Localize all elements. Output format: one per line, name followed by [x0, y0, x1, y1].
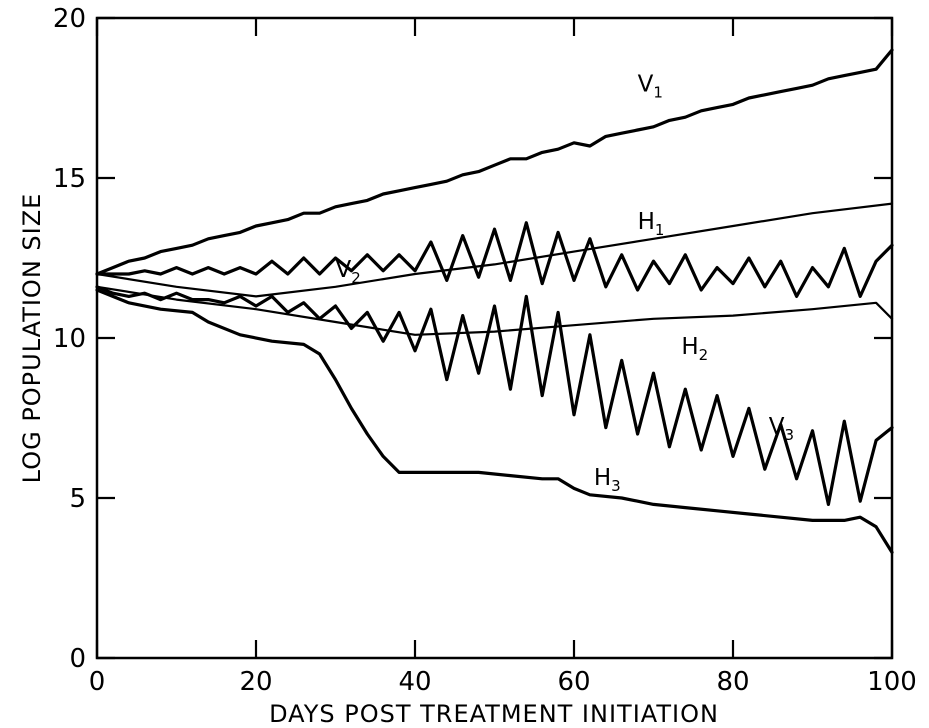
x-axis-title: DAYS POST TREATMENT INITIATION [269, 700, 719, 728]
series-lines [95, 48, 894, 555]
series-label-v3: V3 [769, 414, 794, 444]
x-tick-label: 100 [867, 667, 917, 697]
series-label-v2: V2 [336, 257, 361, 287]
series-label-h1: H1 [638, 209, 665, 239]
y-tick-label: 15 [53, 164, 86, 194]
x-tick-label: 60 [557, 667, 590, 697]
series-line-h1 [95, 202, 894, 298]
x-tick-label: 0 [89, 667, 106, 697]
series-label-h2: H2 [681, 334, 708, 364]
axis-ticks [95, 16, 894, 660]
y-tick-label: 5 [69, 484, 86, 514]
y-axis-title: LOG POPULATION SIZE [18, 193, 46, 484]
series-line-h2 [95, 285, 894, 336]
series-line-v2 [95, 221, 894, 298]
series-line-h3 [95, 288, 894, 555]
tick-labels: 0 20 40 60 80 100 0 5 10 15 20 [53, 4, 917, 697]
x-tick-label: 20 [239, 667, 272, 697]
y-tick-label: 0 [69, 644, 86, 674]
series-line-v1 [95, 48, 894, 276]
y-tick-label: 20 [53, 4, 86, 34]
x-tick-label: 80 [716, 667, 749, 697]
plot-frame [95, 16, 894, 660]
series-annotations: V1 H1 V2 H2 V3 H3 [336, 72, 795, 496]
series-label-h3: H3 [594, 465, 621, 495]
series-line-v3 [95, 285, 894, 506]
series-label-v1: V1 [638, 72, 663, 102]
x-tick-label: 40 [398, 667, 431, 697]
y-tick-label: 10 [53, 324, 86, 354]
